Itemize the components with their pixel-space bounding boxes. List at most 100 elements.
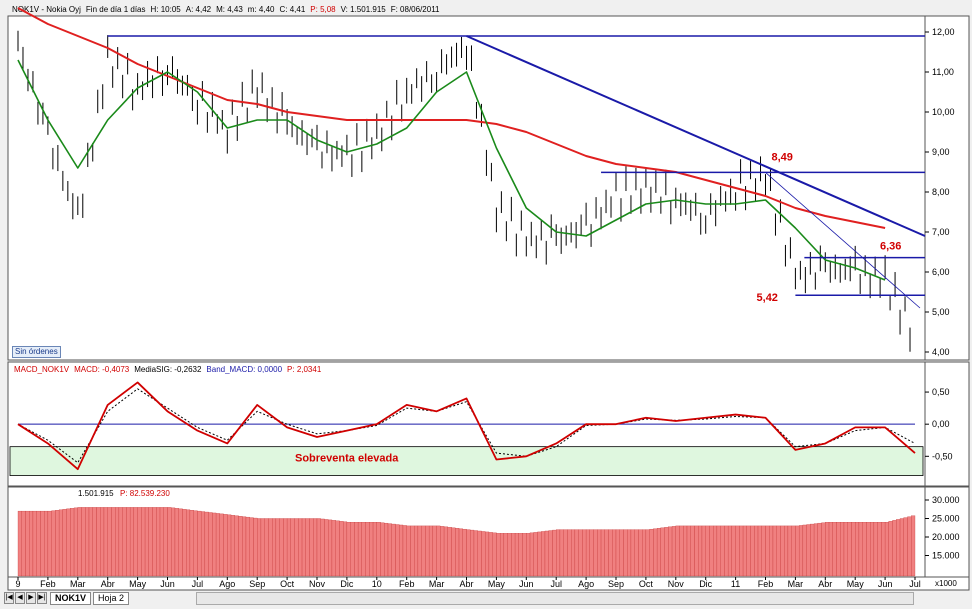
volume-bar <box>200 511 206 577</box>
header-field: P: 5,08 <box>310 5 336 14</box>
volume-bar <box>615 529 620 577</box>
volume-bar <box>724 525 729 577</box>
volume-bar <box>645 529 650 577</box>
date-tick-label: Oct <box>280 579 295 589</box>
volume-bar <box>649 528 654 577</box>
moving-average-short-line <box>17 59 886 281</box>
volume-bar <box>836 522 841 577</box>
annotation-636: 6,36 <box>880 241 901 253</box>
volume-bar <box>825 522 830 577</box>
volume-bar <box>802 524 807 577</box>
volume-bar <box>866 522 871 577</box>
header-field: V: 1.501.915 <box>341 5 387 14</box>
volume-bar <box>567 529 572 577</box>
volume-bar <box>361 522 366 577</box>
volume-bar <box>313 518 318 577</box>
volume-bar <box>264 518 269 577</box>
volume-bar <box>219 513 224 577</box>
volume-bar <box>455 528 460 577</box>
volume-bar <box>458 528 463 577</box>
volume-bar <box>627 529 632 577</box>
volume-bar <box>227 514 232 577</box>
volume-bar <box>787 525 792 577</box>
macd-line <box>17 381 916 471</box>
volume-bar <box>193 510 198 577</box>
volume-bar <box>414 525 419 577</box>
volume-bar <box>21 510 26 577</box>
volume-bar <box>432 525 437 577</box>
volume-bar <box>197 510 202 577</box>
tab-hoja-2[interactable]: Hoja 2 <box>93 591 130 605</box>
volume-bar <box>257 518 262 577</box>
volume-bar <box>784 525 789 577</box>
date-tick-label: May <box>847 579 865 589</box>
volume-bar <box>791 525 796 577</box>
prev-sheet-icon[interactable]: ◀ <box>15 592 25 604</box>
volume-bar <box>77 507 82 577</box>
volume-bar <box>694 525 699 577</box>
volume-bar <box>111 507 116 577</box>
volume-bar <box>223 514 228 577</box>
macd-header-field: MACD: -0,4073 <box>74 365 130 374</box>
date-tick-label: Dic <box>340 579 353 589</box>
header-field: C: 4,41 <box>279 5 305 14</box>
volume-bar <box>735 525 740 577</box>
tab-nok1v[interactable]: NOK1V <box>50 591 92 605</box>
volume-axis-panel <box>924 486 970 578</box>
volume-bar <box>862 522 867 577</box>
volume-tick-label: 25.000 <box>932 514 960 524</box>
volume-bar <box>260 518 265 577</box>
volume-bar <box>716 525 721 577</box>
volume-bar <box>698 525 703 577</box>
volume-bar <box>488 532 493 577</box>
volume-bar <box>174 508 179 577</box>
volume-bar <box>686 525 691 577</box>
volume-bar <box>810 523 815 577</box>
header-field: M: 4,43 <box>216 5 243 14</box>
volume-bar <box>870 522 875 577</box>
date-axis-panel <box>7 576 970 591</box>
volume-bar <box>754 525 759 577</box>
volume-bar <box>189 510 194 577</box>
volume-bar <box>671 526 676 577</box>
price-axis-panel <box>924 15 970 361</box>
next-sheet-icon[interactable]: ▶ <box>26 592 36 604</box>
volume-bar <box>485 531 490 577</box>
volume-bar <box>690 525 695 577</box>
volume-bar <box>245 516 250 577</box>
volume-bar <box>275 518 280 577</box>
volume-bar <box>720 525 725 577</box>
price-tick-label: 11,00 <box>932 67 954 77</box>
volume-bar <box>182 509 187 577</box>
date-tick-label: Feb <box>758 579 774 589</box>
volume-header-value: 1.501.915 <box>78 489 114 498</box>
volume-bar <box>122 507 127 577</box>
volume-bar <box>514 533 519 577</box>
first-sheet-icon[interactable]: |◀ <box>4 592 14 604</box>
last-sheet-icon[interactable]: ▶| <box>37 592 47 604</box>
horizontal-scrollbar[interactable] <box>196 592 914 605</box>
volume-bar <box>541 531 546 577</box>
volume-bar <box>798 525 804 577</box>
volume-bar <box>556 529 561 577</box>
volume-tick-label: 30.000 <box>932 495 960 505</box>
volume-bar <box>780 525 785 577</box>
volume-bar <box>529 532 534 577</box>
volume-bar <box>62 509 67 577</box>
volume-bar <box>133 507 138 577</box>
macd-header-field: P: 2,0341 <box>287 365 322 374</box>
volume-bar <box>477 530 482 577</box>
volume-bar <box>683 525 688 577</box>
volume-bar <box>795 525 800 577</box>
volume-bar <box>271 518 277 577</box>
volume-bar <box>892 520 897 577</box>
volume-bar <box>597 529 602 577</box>
date-tick-label: Jul <box>192 579 204 589</box>
volume-bar <box>425 525 430 577</box>
macd-signal-line <box>17 388 916 464</box>
sheet-tabs: |◀ ◀ ▶ ▶| NOK1V Hoja 2 <box>4 591 130 605</box>
date-tick-label: Abr <box>101 579 115 589</box>
date-tick-label: Jun <box>519 579 534 589</box>
sin-ordenes-button[interactable]: Sin órdenes <box>12 346 61 358</box>
volume-bar <box>896 519 901 577</box>
